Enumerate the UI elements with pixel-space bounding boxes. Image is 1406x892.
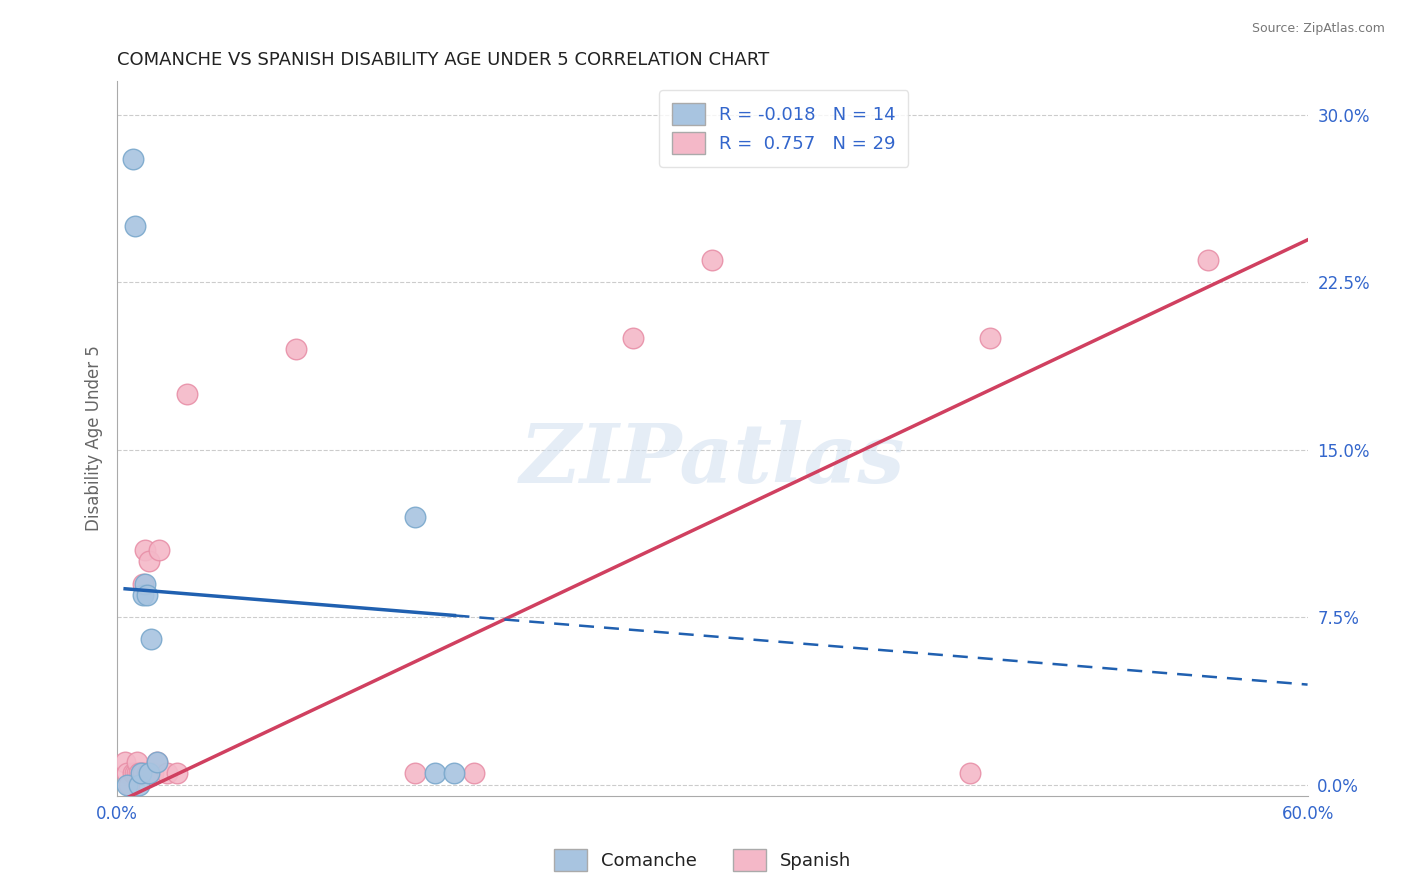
Point bbox=[959, 766, 981, 780]
Point bbox=[156, 766, 179, 780]
Text: ZIPatlas: ZIPatlas bbox=[520, 420, 905, 500]
Point bbox=[404, 766, 426, 780]
Point bbox=[124, 219, 146, 234]
Point bbox=[621, 331, 644, 345]
Point bbox=[122, 153, 145, 167]
Point bbox=[132, 576, 155, 591]
Point bbox=[423, 766, 446, 780]
Point bbox=[1197, 252, 1219, 267]
Point bbox=[129, 766, 152, 780]
Point bbox=[122, 766, 145, 780]
Text: COMANCHE VS SPANISH DISABILITY AGE UNDER 5 CORRELATION CHART: COMANCHE VS SPANISH DISABILITY AGE UNDER… bbox=[117, 51, 769, 69]
Point bbox=[129, 766, 152, 780]
Point bbox=[404, 509, 426, 524]
Point bbox=[128, 778, 150, 792]
Point bbox=[115, 766, 138, 780]
Point bbox=[136, 588, 159, 602]
Point bbox=[134, 576, 156, 591]
Point bbox=[138, 554, 160, 568]
Point bbox=[146, 756, 169, 770]
Point bbox=[124, 766, 146, 780]
Point bbox=[284, 343, 307, 357]
Point bbox=[148, 543, 170, 558]
Point bbox=[142, 766, 165, 780]
Point bbox=[146, 756, 169, 770]
Point bbox=[128, 766, 150, 780]
Point bbox=[118, 778, 141, 792]
Point bbox=[176, 387, 198, 401]
Point bbox=[125, 756, 148, 770]
Point bbox=[979, 331, 1001, 345]
Legend: Comanche, Spanish: Comanche, Spanish bbox=[547, 842, 859, 879]
Point bbox=[138, 766, 160, 780]
Point bbox=[132, 588, 155, 602]
Text: Source: ZipAtlas.com: Source: ZipAtlas.com bbox=[1251, 22, 1385, 36]
Point bbox=[134, 543, 156, 558]
Point bbox=[125, 766, 148, 780]
Point bbox=[115, 778, 138, 792]
Point bbox=[136, 766, 159, 780]
Y-axis label: Disability Age Under 5: Disability Age Under 5 bbox=[86, 345, 103, 532]
Point bbox=[139, 766, 162, 780]
Point bbox=[702, 252, 724, 267]
Point bbox=[132, 766, 155, 780]
Point bbox=[139, 632, 162, 647]
Point bbox=[463, 766, 485, 780]
Point bbox=[443, 766, 465, 780]
Point bbox=[166, 766, 188, 780]
Legend: R = -0.018   N = 14, R =  0.757   N = 29: R = -0.018 N = 14, R = 0.757 N = 29 bbox=[659, 90, 908, 167]
Point bbox=[114, 756, 136, 770]
